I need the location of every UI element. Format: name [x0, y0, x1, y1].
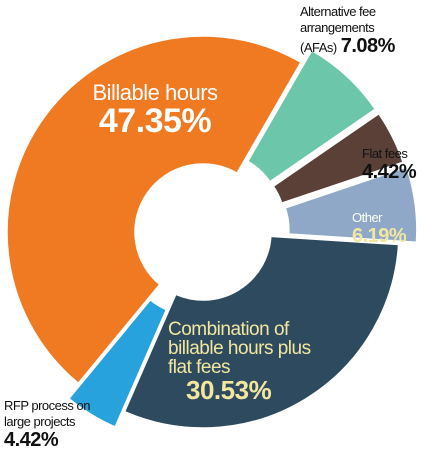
value-label: 4.42% [362, 161, 417, 183]
segment-label: Flat fees 4.42% [362, 146, 428, 182]
category-name: Alternative fee arrangements (AFAs) [300, 4, 376, 55]
segment-label: RFP process on large projects 4.42% [4, 398, 116, 450]
donut-segment [6, 35, 302, 385]
value-label: 47.35% [98, 102, 212, 140]
donut-segment [246, 49, 377, 183]
segment-label: Alternative fee arrangements (AFAs) 7.08% [300, 4, 428, 56]
donut-segment [67, 298, 168, 428]
category-name: Billable hours [92, 80, 218, 105]
donut-segment [272, 112, 405, 205]
category-name: RFP process on large projects [4, 398, 90, 429]
donut-segment [284, 166, 418, 243]
category-name: Other [352, 210, 383, 225]
value-label: 7.08% [340, 35, 396, 57]
segment-label: Other 6.19% [352, 210, 412, 246]
segment-label: Combination of billable hours plus flat … [168, 320, 318, 403]
value-label: 4.42% [4, 429, 59, 451]
category-name: Flat fees [362, 146, 408, 161]
value-label: 30.53% [186, 375, 272, 405]
segment-label: Billable hours 47.35% [70, 80, 240, 140]
category-name: Combination of billable hours plus flat … [168, 319, 311, 378]
value-label: 6.19% [352, 225, 407, 247]
donut-segment [123, 235, 400, 429]
